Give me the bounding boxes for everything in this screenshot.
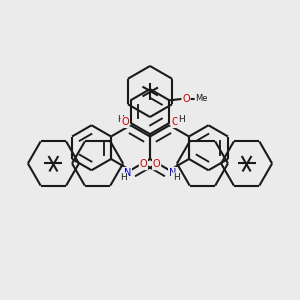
Text: O: O: [153, 159, 160, 170]
Text: N: N: [124, 168, 131, 178]
Text: H: H: [117, 115, 123, 124]
Text: O: O: [140, 159, 147, 170]
Text: O: O: [171, 117, 179, 127]
Text: H: H: [173, 173, 179, 182]
Text: O: O: [121, 117, 129, 127]
Text: H: H: [121, 173, 127, 182]
Text: O: O: [182, 94, 190, 104]
Text: N: N: [169, 168, 176, 178]
Text: H: H: [178, 115, 185, 124]
Text: Me: Me: [195, 94, 208, 103]
